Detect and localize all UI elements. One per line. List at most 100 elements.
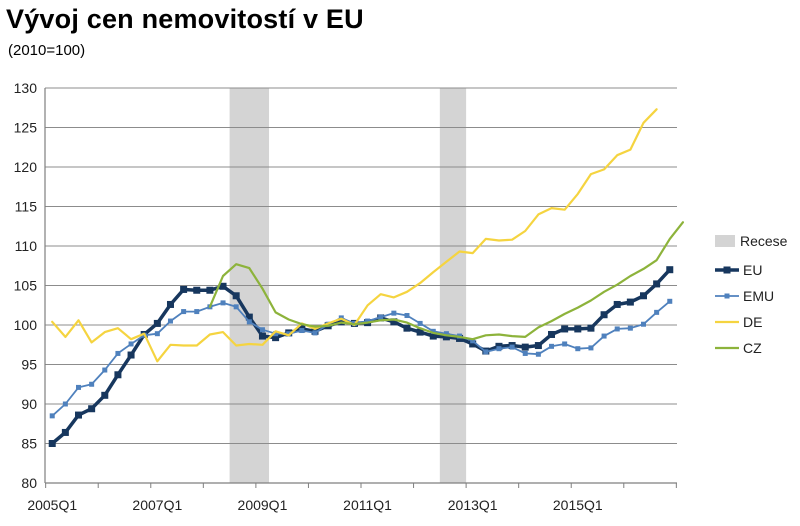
- x-tick-label-2009Q1: 2009Q1: [238, 497, 288, 513]
- point-eu-41: [587, 324, 595, 332]
- point-emu-36: [522, 350, 528, 356]
- point-emu-3: [89, 381, 95, 387]
- point-eu-27: [403, 324, 411, 332]
- point-emu-1: [62, 401, 68, 407]
- point-eu-39: [561, 325, 569, 333]
- point-emu-38: [549, 343, 555, 349]
- point-eu-10: [180, 285, 188, 293]
- point-eu-8: [153, 319, 161, 327]
- point-eu-47: [666, 266, 674, 274]
- point-eu-17: [272, 334, 280, 342]
- point-eu-38: [548, 330, 556, 338]
- y-tick-label-120: 120: [14, 159, 38, 175]
- y-tick-label-80: 80: [21, 475, 37, 491]
- y-tick-label-130: 130: [14, 80, 38, 96]
- point-emu-40: [575, 346, 581, 352]
- point-emu-2: [76, 384, 82, 390]
- point-emu-16: [259, 327, 265, 333]
- legend-label-recese: Recese: [740, 233, 788, 249]
- point-emu-6: [128, 341, 134, 347]
- point-eu-30: [442, 333, 450, 341]
- point-eu-44: [626, 298, 634, 306]
- point-emu-41: [588, 345, 594, 351]
- point-eu-32: [469, 340, 477, 348]
- legend-label-emu: EMU: [743, 288, 774, 304]
- point-emu-19: [299, 328, 305, 334]
- legend-label-de: DE: [743, 314, 762, 330]
- y-tick-label-105: 105: [14, 278, 38, 294]
- legend: Recese EU EMU DE CZ: [715, 233, 788, 356]
- point-eu-29: [429, 332, 437, 340]
- point-eu-3: [88, 405, 96, 413]
- axes: 80 85 90 95 100 105 110 115 120 125 130 2005Q1 2007Q…: [14, 80, 677, 513]
- point-emu-11: [194, 309, 200, 315]
- x-tick-label-2015Q1: 2015Q1: [553, 497, 603, 513]
- point-eu-46: [653, 280, 661, 288]
- point-eu-2: [75, 411, 83, 419]
- point-emu-20: [312, 330, 318, 336]
- point-emu-44: [627, 325, 633, 331]
- gridlines: [45, 87, 677, 484]
- series-lines: [48, 108, 685, 447]
- point-emu-18: [286, 331, 292, 337]
- point-emu-17: [273, 331, 279, 337]
- legend-label-cz: CZ: [743, 340, 762, 356]
- y-tick-label-100: 100: [14, 317, 38, 333]
- legend-label-eu: EU: [743, 262, 762, 278]
- point-emu-39: [562, 341, 568, 347]
- y-tick-label-90: 90: [21, 396, 37, 412]
- point-emu-29: [430, 328, 436, 334]
- point-emu-47: [667, 298, 673, 304]
- point-emu-10: [181, 309, 187, 315]
- x-tick-label-2007Q1: 2007Q1: [132, 497, 182, 513]
- point-eu-36: [521, 343, 529, 351]
- point-emu-14: [233, 304, 239, 310]
- y-tick-label-110: 110: [15, 238, 38, 254]
- point-emu-43: [614, 326, 620, 332]
- point-eu-6: [127, 351, 135, 359]
- point-emu-27: [404, 313, 410, 319]
- point-eu-9: [166, 300, 174, 308]
- y-tick-label-125: 125: [14, 120, 38, 136]
- point-eu-37: [534, 342, 542, 350]
- x-tick-label-2013Q1: 2013Q1: [448, 497, 498, 513]
- point-emu-30: [443, 331, 449, 337]
- x-tick-label-2011Q1: 2011Q1: [343, 497, 392, 513]
- point-eu-11: [193, 286, 201, 294]
- point-emu-45: [640, 321, 646, 327]
- point-emu-28: [417, 320, 423, 326]
- point-eu-28: [416, 328, 424, 336]
- point-eu-45: [639, 292, 647, 300]
- point-emu-15: [246, 319, 252, 325]
- point-emu-42: [601, 333, 607, 339]
- point-emu-46: [654, 309, 660, 315]
- point-eu-40: [574, 325, 582, 333]
- legend-swatch-recese: [715, 235, 735, 247]
- series-line-cz: [208, 221, 685, 341]
- point-eu-26: [390, 318, 398, 326]
- legend-marker-eu: [723, 266, 731, 274]
- point-eu-4: [101, 391, 109, 399]
- point-eu-43: [613, 300, 621, 308]
- point-eu-5: [114, 371, 122, 379]
- y-tick-label-85: 85: [21, 436, 37, 452]
- point-eu-0: [48, 440, 56, 447]
- point-emu-37: [535, 351, 541, 357]
- chart-title: Vývoj cen nemovitostí v EU: [6, 4, 364, 34]
- point-emu-9: [167, 318, 173, 324]
- point-emu-0: [49, 413, 55, 419]
- y-tick-label-115: 115: [15, 199, 38, 215]
- point-eu-14: [232, 292, 240, 300]
- point-eu-15: [245, 313, 253, 321]
- point-eu-12: [206, 286, 214, 294]
- point-eu-42: [600, 311, 608, 319]
- point-eu-13: [219, 282, 227, 290]
- point-emu-4: [102, 367, 108, 373]
- point-eu-16: [258, 332, 266, 340]
- point-emu-13: [220, 300, 226, 306]
- point-emu-34: [496, 346, 502, 352]
- y-tick-label-95: 95: [21, 357, 37, 373]
- chart-subtitle: (2010=100): [8, 42, 86, 59]
- point-emu-26: [391, 310, 397, 316]
